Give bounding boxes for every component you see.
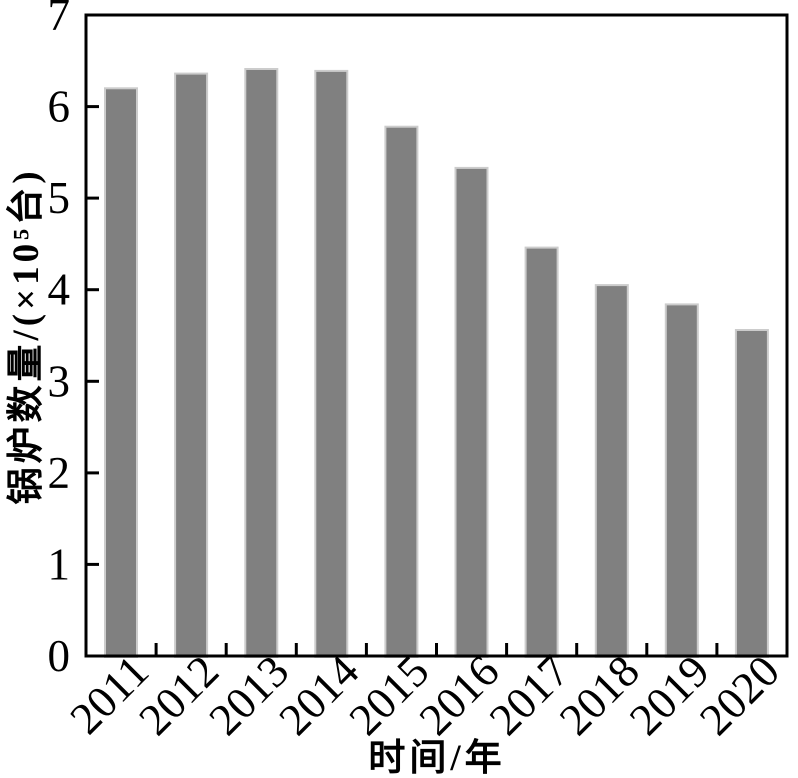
x-tick-label-2020: 2020: [690, 646, 789, 745]
y-tick-label-3: 3: [48, 356, 71, 406]
y-tick-label-0: 0: [48, 631, 71, 681]
axes-layer: [84, 13, 789, 658]
bar-2017: [524, 246, 559, 658]
y-axis-title: 锅炉数量/(×10⁵台): [5, 167, 47, 504]
y-tick-label-6: 6: [48, 82, 71, 132]
bar-2016: [454, 166, 489, 658]
y-tick-label-5: 5: [48, 173, 71, 223]
y-tick-label-1: 1: [48, 539, 71, 589]
y-tick-label-2: 2: [48, 448, 71, 498]
bar-2013: [244, 68, 279, 658]
bar-2020: [734, 329, 769, 658]
bar-2012: [174, 72, 209, 659]
bar-2014: [314, 69, 349, 658]
y-tick-label-7: 7: [48, 0, 71, 40]
bar-2015: [384, 125, 419, 658]
bar-2011: [104, 87, 138, 659]
bar-2019: [664, 303, 699, 658]
bar-2018: [594, 284, 629, 658]
bars-layer: [104, 68, 769, 659]
x-axis-title: 时间/年: [368, 737, 505, 778]
y-tick-label-4: 4: [48, 265, 71, 315]
